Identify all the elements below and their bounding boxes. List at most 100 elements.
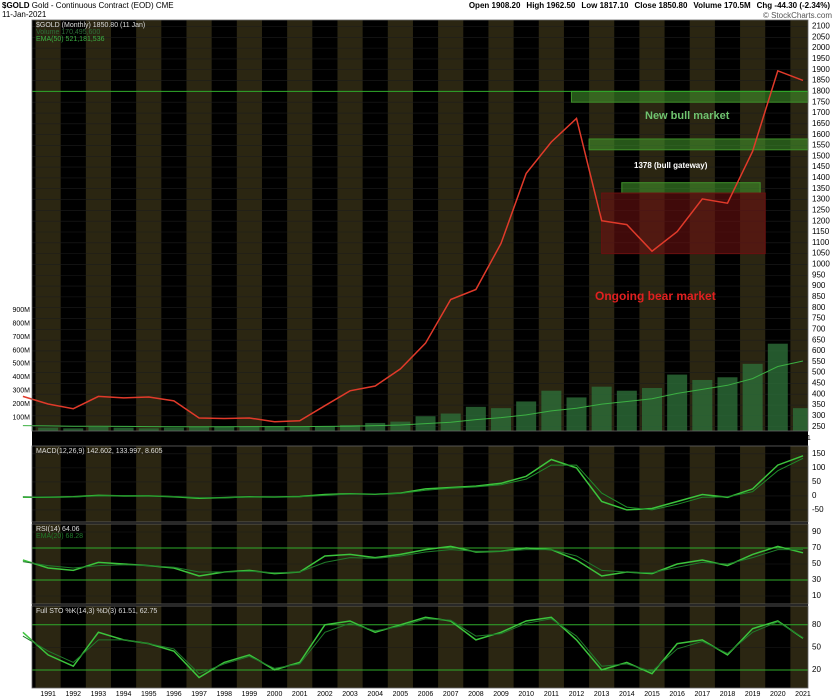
x-tick-label: 2014 bbox=[619, 691, 635, 698]
volume-bar bbox=[491, 408, 512, 431]
quote: Open 1908.20 High 1962.50 Low 1817.10 Close… bbox=[469, 1, 830, 10]
y-tick-label: 450 bbox=[812, 379, 826, 388]
y2-tick-label: 900M bbox=[12, 307, 30, 314]
zone bbox=[570, 90, 809, 103]
year-stripe bbox=[337, 20, 363, 431]
volume-bar bbox=[767, 343, 788, 431]
legend-entry: EMA(20) 68.28 bbox=[36, 533, 83, 540]
volume-bar bbox=[365, 422, 386, 431]
year-stripe bbox=[538, 20, 564, 431]
y-tick-label: 20 bbox=[812, 665, 821, 674]
x-tick-label: 2006 bbox=[418, 435, 434, 442]
legend-entry: EMA(50) 521,181,536 bbox=[36, 36, 105, 43]
year-stripe bbox=[186, 446, 212, 522]
year-stripe bbox=[35, 20, 61, 431]
volume-bar bbox=[792, 408, 808, 431]
year-stripe bbox=[488, 20, 514, 431]
volume-bar bbox=[667, 374, 688, 431]
volume-bar bbox=[566, 397, 587, 431]
volume-bar bbox=[32, 426, 33, 431]
y-tick-label: 50 bbox=[812, 477, 821, 486]
indicator-line bbox=[22, 360, 804, 428]
year-stripe bbox=[85, 606, 112, 688]
x-tick-label: 2018 bbox=[720, 691, 736, 698]
y2-tick-label: 400M bbox=[12, 374, 30, 381]
volume-bar bbox=[314, 426, 335, 431]
symbol-line: $GOLD Gold - Continuous Contract (EOD) C… bbox=[2, 1, 174, 10]
year-stripe bbox=[236, 446, 262, 522]
symbol: $GOLD bbox=[2, 1, 30, 10]
y-tick-label: 1200 bbox=[812, 216, 830, 225]
x-tick-label: 2007 bbox=[443, 435, 459, 442]
x-tick-label: 2006 bbox=[418, 691, 434, 698]
exchange: CME bbox=[155, 1, 174, 10]
y-tick-label: 2050 bbox=[812, 32, 830, 41]
x-tick-label: 2021 bbox=[795, 435, 811, 442]
volume-bar bbox=[214, 426, 235, 431]
x-tick-label: 2011 bbox=[544, 691, 559, 698]
x-tick-label: 2015 bbox=[644, 435, 660, 442]
year-stripe bbox=[236, 20, 262, 431]
annotation: Ongoing bear market bbox=[595, 289, 716, 303]
year-stripe bbox=[387, 446, 413, 522]
x-tick-label: 1997 bbox=[191, 435, 207, 442]
x-tick-label: 2001 bbox=[292, 691, 308, 698]
x-tick-label: 2008 bbox=[468, 691, 484, 698]
volume-bar bbox=[264, 426, 285, 431]
x-tick-label: 2019 bbox=[745, 435, 761, 442]
y-tick-label: 1050 bbox=[812, 249, 830, 258]
y-tick-label: 1300 bbox=[812, 195, 830, 204]
year-stripe bbox=[740, 606, 766, 688]
x-tick-label: 1994 bbox=[116, 691, 132, 698]
quote-item: Open 1908.20 bbox=[468, 1, 521, 10]
x-tick-label: 1995 bbox=[141, 435, 157, 442]
volume-bar bbox=[641, 388, 662, 431]
year-stripe bbox=[438, 20, 464, 431]
y-tick-label: 800 bbox=[812, 303, 826, 312]
volume-bar bbox=[88, 426, 109, 431]
quote-item: Volume 170.5M bbox=[693, 1, 751, 10]
x-tick-label: 2019 bbox=[745, 691, 761, 698]
x-tick-label: 1996 bbox=[166, 691, 182, 698]
x-tick-label: 1995 bbox=[141, 691, 157, 698]
y-tick-label: 950 bbox=[812, 270, 826, 279]
y-tick-label: 100 bbox=[812, 463, 826, 472]
y-tick-label: 50 bbox=[812, 642, 821, 651]
x-tick-label: 1998 bbox=[216, 435, 232, 442]
y-tick-label: 1800 bbox=[812, 86, 830, 95]
x-tick-label: 2001 bbox=[292, 435, 308, 442]
panel-border bbox=[31, 523, 809, 605]
year-stripe bbox=[85, 446, 112, 522]
panel-border bbox=[31, 19, 809, 432]
year-stripe bbox=[387, 606, 413, 688]
x-tick-label: 2011 bbox=[544, 435, 559, 442]
year-stripe bbox=[236, 606, 262, 688]
volume-bar bbox=[63, 428, 84, 431]
volume-bar bbox=[289, 426, 310, 431]
volume-bar bbox=[340, 424, 361, 431]
header: $GOLD Gold - Continuous Contract (EOD) C… bbox=[2, 0, 838, 20]
x-tick-label: 2016 bbox=[669, 691, 685, 698]
year-stripe bbox=[85, 20, 112, 431]
panel-border bbox=[31, 445, 809, 523]
y-tick-label: 1550 bbox=[812, 141, 830, 150]
y-tick-label: 90 bbox=[812, 527, 821, 536]
y2-tick-label: 300M bbox=[12, 388, 30, 395]
x-tick-label: 1996 bbox=[166, 435, 182, 442]
year-stripe bbox=[790, 20, 808, 431]
x-tick-label: 2020 bbox=[770, 435, 786, 442]
y-tick-label: 150 bbox=[812, 449, 826, 458]
y-tick-label: 2100 bbox=[812, 22, 830, 31]
y-tick-label: 700 bbox=[812, 324, 826, 333]
quote-item: Chg -44.30 (-2.34%) bbox=[756, 1, 830, 10]
annotation: New bull market bbox=[645, 110, 730, 122]
y2-tick-label: 200M bbox=[12, 401, 30, 408]
zone bbox=[588, 138, 809, 151]
year-stripe bbox=[136, 446, 162, 522]
y-tick-label: 70 bbox=[812, 543, 821, 552]
year-stripe bbox=[136, 606, 162, 688]
volume-bar bbox=[390, 421, 411, 431]
y-tick-label: 50 bbox=[812, 559, 821, 568]
y-tick-label: 550 bbox=[812, 357, 826, 366]
y-tick-label: 80 bbox=[812, 620, 821, 629]
